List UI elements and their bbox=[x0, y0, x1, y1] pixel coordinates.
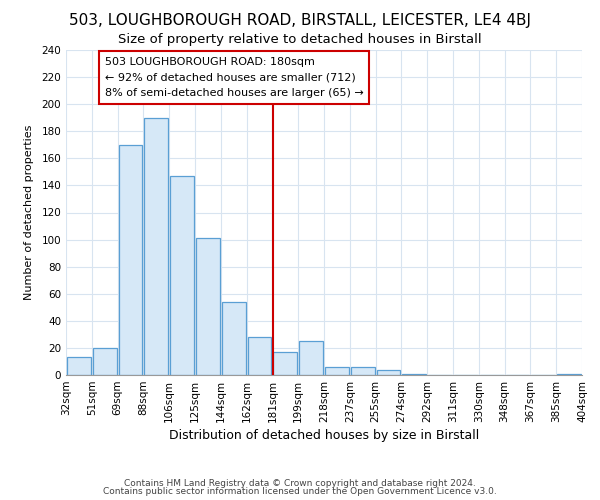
Bar bbox=[119, 145, 142, 375]
Bar bbox=[248, 337, 271, 375]
Bar bbox=[67, 358, 91, 375]
Text: Contains public sector information licensed under the Open Government Licence v3: Contains public sector information licen… bbox=[103, 487, 497, 496]
Text: Size of property relative to detached houses in Birstall: Size of property relative to detached ho… bbox=[118, 32, 482, 46]
Bar bbox=[325, 367, 349, 375]
Bar bbox=[351, 367, 374, 375]
Text: 503, LOUGHBOROUGH ROAD, BIRSTALL, LEICESTER, LE4 4BJ: 503, LOUGHBOROUGH ROAD, BIRSTALL, LEICES… bbox=[69, 12, 531, 28]
X-axis label: Distribution of detached houses by size in Birstall: Distribution of detached houses by size … bbox=[169, 429, 479, 442]
Bar bbox=[222, 302, 245, 375]
Bar bbox=[274, 352, 297, 375]
Bar bbox=[145, 118, 168, 375]
Bar bbox=[93, 348, 116, 375]
Bar bbox=[557, 374, 581, 375]
Bar bbox=[377, 370, 400, 375]
Bar bbox=[196, 238, 220, 375]
Text: 503 LOUGHBOROUGH ROAD: 180sqm
← 92% of detached houses are smaller (712)
8% of s: 503 LOUGHBOROUGH ROAD: 180sqm ← 92% of d… bbox=[105, 57, 364, 98]
Bar bbox=[299, 341, 323, 375]
Text: Contains HM Land Registry data © Crown copyright and database right 2024.: Contains HM Land Registry data © Crown c… bbox=[124, 478, 476, 488]
Bar bbox=[403, 374, 426, 375]
Y-axis label: Number of detached properties: Number of detached properties bbox=[25, 125, 34, 300]
Bar bbox=[170, 176, 194, 375]
